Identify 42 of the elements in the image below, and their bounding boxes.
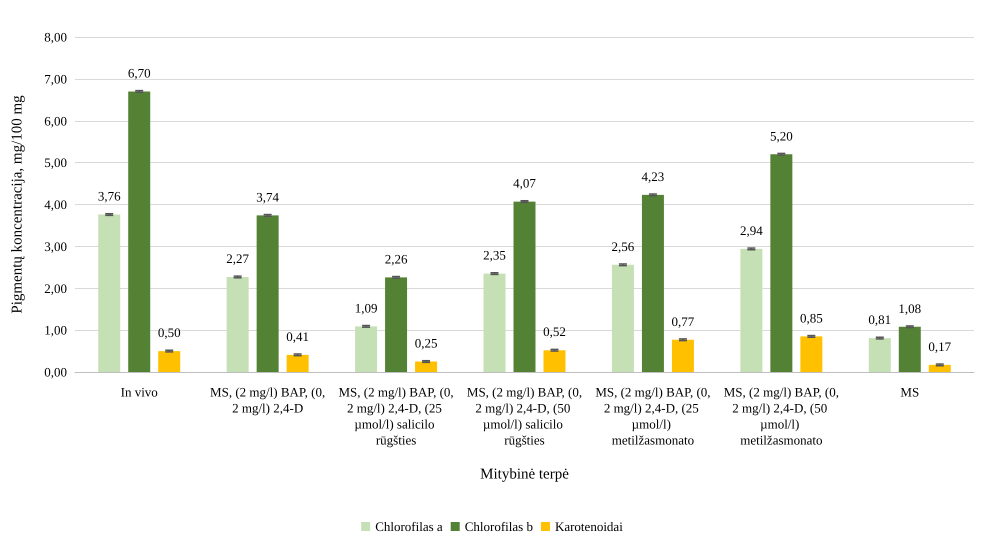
y-tick-label: 4,00: [44, 197, 67, 212]
y-tick-label: 8,00: [44, 30, 67, 44]
data-label: 1,08: [898, 300, 922, 316]
y-tick-label: 1,00: [44, 322, 67, 338]
y-tick-label: 5,00: [44, 155, 67, 170]
x-tick-label: MS: [900, 384, 920, 400]
data-label: 2,56: [612, 238, 635, 254]
x-tick-label: MS, (2 mg/l) BAP, (0,2 mg/l) 2,4-D, (50 µmol/l) salicilo rūgšties: [466, 384, 582, 448]
x-tick-label: MS, (2 mg/l) BAP, (0,2 mg/l) 2,4-D: [210, 384, 326, 416]
data-label: 4,23: [642, 168, 664, 184]
y-tick-label: 6,00: [44, 113, 67, 128]
data-label: 5,20: [770, 128, 793, 144]
y-axis-title: Pigmentų koncentracija, mg/100 mg: [10, 94, 26, 314]
legend-label: Chlorofilas a: [375, 519, 443, 534]
data-label: 0,17: [928, 338, 952, 354]
data-label: 0,77: [672, 314, 695, 329]
x-tick-label: MS, (2 mg/l) BAP, (0,2 mg/l) 2,4-D, (50 µmol/l) metilžasmonato: [724, 384, 839, 448]
x-tick-label: MS, (2 mg/l) BAP, (0,2 mg/l) 2,4-D, (25 µmol/l) metilžasmonato: [595, 384, 711, 448]
legend-label: Karotenoidai: [554, 519, 624, 534]
y-tick-label: 3,00: [44, 238, 67, 254]
data-label: 0,81: [868, 312, 892, 328]
x-tick-label: In vivo: [120, 384, 158, 400]
data-label: 0,41: [286, 328, 310, 344]
data-label: 2,94: [740, 222, 764, 238]
y-tick-label: 0,00: [44, 364, 67, 380]
data-label: 0,25: [414, 336, 438, 351]
data-label: 3,76: [98, 188, 122, 204]
legend-label: Chlorofilas b: [464, 519, 533, 534]
data-label: 2,35: [483, 248, 506, 263]
data-label: 0,52: [543, 324, 566, 340]
x-tick-label: MS, (2 mg/l) BAP, (0,2 mg/l) 2,4-D, (25 µmol/l) salicilo rūgšties: [338, 384, 454, 448]
data-label: 2,26: [384, 251, 408, 266]
data-label: 4,07: [513, 176, 536, 191]
y-tick-label: 7,00: [44, 71, 67, 86]
data-label: 2,27: [226, 250, 250, 266]
data-label: 3,74: [256, 189, 280, 204]
data-label: 0,85: [800, 310, 823, 326]
data-label: 1,09: [354, 300, 378, 316]
y-tick-label: 2,00: [44, 280, 67, 296]
x-axis-title: Mitybinė terpė: [480, 466, 570, 482]
data-label: 0,50: [158, 325, 181, 340]
data-label: 6,70: [128, 65, 151, 80]
